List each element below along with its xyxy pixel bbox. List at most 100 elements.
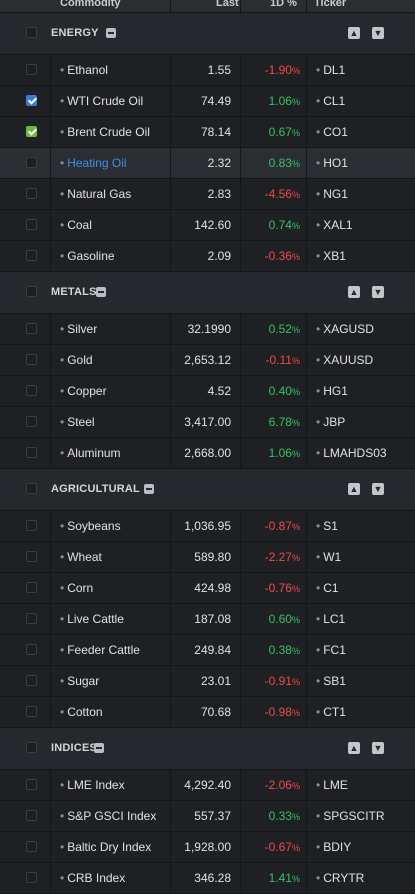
table-row[interactable]: Ethanol 1.55 -1.90% DL1 xyxy=(0,55,415,86)
move-up-icon[interactable]: ▲ xyxy=(348,27,360,39)
group-header-agricultural[interactable]: AGRICULTURAL ▲ ▼ xyxy=(0,469,415,511)
move-down-icon[interactable]: ▼ xyxy=(372,742,384,754)
commodity-name[interactable]: S&P GSCI Index xyxy=(60,809,156,823)
commodity-name[interactable]: Gasoline xyxy=(60,249,114,263)
commodity-name[interactable]: Silver xyxy=(60,322,97,336)
header-last[interactable]: Last xyxy=(216,0,239,9)
table-row[interactable]: Copper 4.52 0.40% HG1 xyxy=(0,376,415,407)
commodity-name[interactable]: Live Cattle xyxy=(60,612,124,626)
table-row[interactable]: Corn 424.98 -0.76% C1 xyxy=(0,573,415,604)
commodity-name[interactable]: Natural Gas xyxy=(60,187,131,201)
row-checkbox[interactable] xyxy=(26,613,37,624)
cell-divider xyxy=(170,635,171,665)
row-checkbox[interactable] xyxy=(26,354,37,365)
table-row[interactable]: Steel 3,417.00 6.78% JBP xyxy=(0,407,415,438)
table-row[interactable]: Live Cattle 187.08 0.60% LC1 xyxy=(0,604,415,635)
commodity-name[interactable]: Coal xyxy=(60,218,92,232)
row-checkbox[interactable] xyxy=(26,706,37,717)
commodity-name[interactable]: Heating Oil xyxy=(60,156,126,170)
row-checkbox[interactable] xyxy=(26,95,37,106)
move-down-icon[interactable]: ▼ xyxy=(372,27,384,39)
commodity-name[interactable]: Copper xyxy=(60,384,106,398)
commodity-name[interactable]: CRB Index xyxy=(60,871,125,885)
row-checkbox[interactable] xyxy=(26,644,37,655)
table-row[interactable]: Heating Oil 2.32 0.83% HO1 xyxy=(0,148,415,179)
commodity-name[interactable]: WTI Crude Oil xyxy=(60,94,143,108)
table-row[interactable]: Baltic Dry Index 1,928.00 -0.67% BDIY xyxy=(0,832,415,863)
collapse-icon[interactable] xyxy=(94,743,104,753)
group-header-indices[interactable]: INDICES ▲ ▼ xyxy=(0,728,415,770)
cell-divider xyxy=(170,241,171,271)
row-checkbox[interactable] xyxy=(26,126,37,137)
row-checkbox[interactable] xyxy=(26,385,37,396)
header-change[interactable]: 1D % xyxy=(270,0,297,9)
row-checkbox[interactable] xyxy=(26,551,37,562)
commodity-name[interactable]: Corn xyxy=(60,581,93,595)
table-row[interactable]: CRB Index 346.28 1.41% CRYTR xyxy=(0,863,415,894)
collapse-icon[interactable] xyxy=(96,287,106,297)
table-row[interactable]: Aluminum 2,668.00 1.06% LMAHDS03 xyxy=(0,438,415,469)
group-checkbox[interactable] xyxy=(26,27,37,38)
move-up-icon[interactable]: ▲ xyxy=(348,483,360,495)
group-checkbox[interactable] xyxy=(26,742,37,753)
row-checkbox[interactable] xyxy=(26,582,37,593)
row-checkbox[interactable] xyxy=(26,520,37,531)
table-row[interactable]: Gasoline 2.09 -0.36% XB1 xyxy=(0,241,415,272)
commodity-name[interactable]: Gold xyxy=(60,353,92,367)
collapse-icon[interactable] xyxy=(106,28,116,38)
table-row[interactable]: S&P GSCI Index 557.37 0.33% SPGSCITR xyxy=(0,801,415,832)
commodity-name[interactable]: Cotton xyxy=(60,705,102,719)
group-header-metals[interactable]: METALS ▲ ▼ xyxy=(0,272,415,314)
last-price: 78.14 xyxy=(200,125,231,139)
cell-divider xyxy=(170,314,171,344)
table-row[interactable]: Coal 142.60 0.74% XAL1 xyxy=(0,210,415,241)
commodity-name[interactable]: Baltic Dry Index xyxy=(60,840,151,854)
row-checkbox[interactable] xyxy=(26,323,37,334)
commodity-name[interactable]: Feeder Cattle xyxy=(60,643,140,657)
commodity-name[interactable]: Sugar xyxy=(60,674,99,688)
commodity-name[interactable]: Wheat xyxy=(60,550,102,564)
row-checkbox[interactable] xyxy=(26,416,37,427)
move-down-icon[interactable]: ▼ xyxy=(372,483,384,495)
commodity-name[interactable]: LME Index xyxy=(60,778,124,792)
table-row[interactable]: Silver 32.1990 0.52% XAGUSD xyxy=(0,314,415,345)
row-checkbox[interactable] xyxy=(26,447,37,458)
row-checkbox[interactable] xyxy=(26,872,37,883)
row-checkbox[interactable] xyxy=(26,157,37,168)
cell-divider xyxy=(306,511,307,541)
group-header-energy[interactable]: ENERGY ▲ ▼ xyxy=(0,13,415,55)
table-row[interactable]: LME Index 4,292.40 -2.06% LME xyxy=(0,770,415,801)
table-row[interactable]: Wheat 589.80 -2.27% W1 xyxy=(0,542,415,573)
move-down-icon[interactable]: ▼ xyxy=(372,286,384,298)
header-commodity[interactable]: Commodity xyxy=(60,0,121,9)
cell-divider xyxy=(240,438,241,468)
group-checkbox[interactable] xyxy=(26,483,37,494)
row-checkbox[interactable] xyxy=(26,675,37,686)
commodity-name[interactable]: Aluminum xyxy=(60,446,120,460)
commodity-name[interactable]: Steel xyxy=(60,415,94,429)
row-checkbox[interactable] xyxy=(26,841,37,852)
table-row[interactable]: Brent Crude Oil 78.14 0.67% CO1 xyxy=(0,117,415,148)
row-checkbox[interactable] xyxy=(26,219,37,230)
commodity-name[interactable]: Soybeans xyxy=(60,519,120,533)
row-checkbox[interactable] xyxy=(26,188,37,199)
collapse-icon[interactable] xyxy=(144,484,154,494)
table-row[interactable]: Soybeans 1,036.95 -0.87% S1 xyxy=(0,511,415,542)
row-checkbox[interactable] xyxy=(26,250,37,261)
group-checkbox[interactable] xyxy=(26,286,37,297)
table-row[interactable]: Natural Gas 2.83 -4.56% NG1 xyxy=(0,179,415,210)
table-row[interactable]: Cotton 70.68 -0.98% CT1 xyxy=(0,697,415,728)
row-checkbox[interactable] xyxy=(26,810,37,821)
commodity-name[interactable]: Ethanol xyxy=(60,63,108,77)
table-row[interactable]: Gold 2,653.12 -0.11% XAUUSD xyxy=(0,345,415,376)
table-row[interactable]: Feeder Cattle 249.84 0.38% FC1 xyxy=(0,635,415,666)
table-row[interactable]: Sugar 23.01 -0.91% SB1 xyxy=(0,666,415,697)
cell-divider xyxy=(240,117,241,147)
table-row[interactable]: WTI Crude Oil 74.49 1.06% CL1 xyxy=(0,86,415,117)
header-ticker[interactable]: Ticker xyxy=(314,0,347,9)
row-checkbox[interactable] xyxy=(26,779,37,790)
row-checkbox[interactable] xyxy=(26,64,37,75)
commodity-name[interactable]: Brent Crude Oil xyxy=(60,125,150,139)
move-up-icon[interactable]: ▲ xyxy=(348,742,360,754)
move-up-icon[interactable]: ▲ xyxy=(348,286,360,298)
